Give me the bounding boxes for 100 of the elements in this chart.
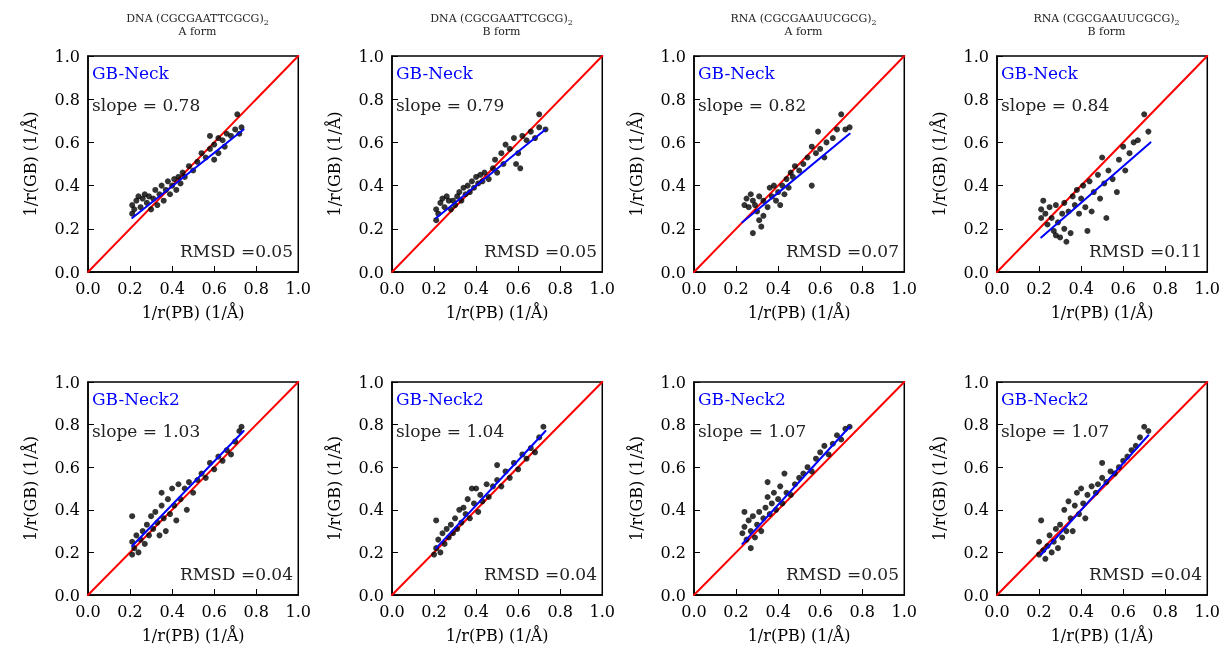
point [1078, 485, 1085, 492]
y-tick-label: 0.2 [358, 219, 384, 239]
x-tick-label: 1.0 [589, 278, 615, 298]
y-tick-label: 0.8 [358, 415, 384, 435]
point [437, 549, 444, 556]
point [510, 135, 517, 142]
x-tick-label: 0.2 [421, 601, 447, 621]
y-tick-label: 0.8 [660, 415, 686, 435]
point [167, 511, 174, 518]
y-tick-label: 0.2 [963, 219, 989, 239]
y-tick-label: 1.0 [358, 372, 384, 392]
point [760, 212, 767, 219]
text: GB-Neck2 [396, 388, 484, 409]
point [812, 150, 819, 157]
point [175, 481, 182, 488]
y-axis-title: 1/r(GB) (1/Å) [928, 436, 949, 541]
point [791, 163, 798, 170]
point [473, 485, 480, 492]
point [817, 449, 824, 456]
point [183, 506, 190, 513]
point [1071, 502, 1078, 509]
x-tick-label: 0.4 [1068, 601, 1094, 621]
point [1088, 208, 1095, 215]
point [219, 137, 226, 144]
point [1046, 532, 1053, 539]
point [160, 515, 167, 522]
x-tick-label: 0.6 [505, 601, 531, 621]
point [206, 145, 213, 152]
point [808, 182, 815, 189]
x-tick-label: 0.6 [201, 601, 227, 621]
point [1061, 225, 1068, 232]
annotation: slope = 1.07 [698, 420, 807, 441]
x-tick-label: 0.2 [1026, 278, 1052, 298]
y-tick-label: 0.2 [54, 542, 80, 562]
point [492, 156, 499, 163]
point [773, 197, 780, 204]
point [227, 451, 234, 458]
x-tick-label: 1.0 [285, 278, 311, 298]
point [519, 132, 526, 139]
point [745, 204, 752, 211]
text: GB-Neck [1001, 62, 1079, 83]
point [198, 150, 205, 157]
y-tick-label: 0.6 [54, 132, 80, 152]
point [1097, 195, 1104, 202]
point [523, 137, 530, 144]
point [158, 502, 165, 509]
point [768, 500, 775, 507]
point [1086, 178, 1093, 185]
annotation: RMSD =0.04 [180, 563, 293, 584]
point [1052, 525, 1059, 532]
point [158, 489, 165, 496]
y-tick-label: 1.0 [54, 46, 80, 66]
point [770, 489, 777, 496]
point [1065, 498, 1072, 505]
point [758, 528, 765, 535]
x-tick-label: 0.8 [243, 278, 269, 298]
x-tick-label: 1.0 [1194, 601, 1220, 621]
annotation: RMSD =0.05 [484, 240, 597, 261]
x-tick-label: 0.8 [243, 601, 269, 621]
point [1044, 221, 1051, 228]
point [1038, 517, 1045, 524]
point [456, 506, 463, 513]
y-tick-label: 0.8 [963, 89, 989, 109]
point [749, 230, 756, 237]
x-axis-title: 1/r(PB) (1/Å) [445, 624, 549, 645]
point [1145, 128, 1152, 135]
x-tick-label: 0.2 [723, 278, 749, 298]
point [466, 515, 473, 522]
y-tick-label: 0.4 [54, 500, 80, 520]
point [473, 173, 480, 180]
point [475, 508, 482, 515]
annotation: RMSD =0.11 [1089, 240, 1202, 261]
point [527, 128, 534, 135]
point [760, 197, 767, 204]
point [1059, 210, 1066, 217]
point [1054, 545, 1061, 552]
point [1141, 111, 1148, 118]
y-tick-label: 1.0 [660, 46, 686, 66]
x-tick-label: 0.8 [547, 601, 573, 621]
point [211, 156, 218, 163]
point [164, 178, 171, 185]
point [838, 111, 845, 118]
point [1040, 197, 1047, 204]
point [536, 124, 543, 131]
point [1099, 154, 1106, 161]
x-tick-label: 0.2 [723, 601, 749, 621]
x-tick-label: 0.2 [117, 601, 143, 621]
y-tick-label: 0.6 [358, 132, 384, 152]
point [1046, 204, 1053, 211]
y-tick-label: 0.8 [358, 89, 384, 109]
point [435, 536, 442, 543]
point [756, 217, 763, 224]
point [234, 111, 241, 118]
point [150, 525, 157, 532]
point [1048, 215, 1055, 221]
point [162, 528, 169, 535]
point [743, 195, 750, 202]
y-tick-label: 0.2 [660, 219, 686, 239]
point [1042, 210, 1049, 217]
x-axis-title: 1/r(PB) (1/Å) [747, 301, 851, 322]
